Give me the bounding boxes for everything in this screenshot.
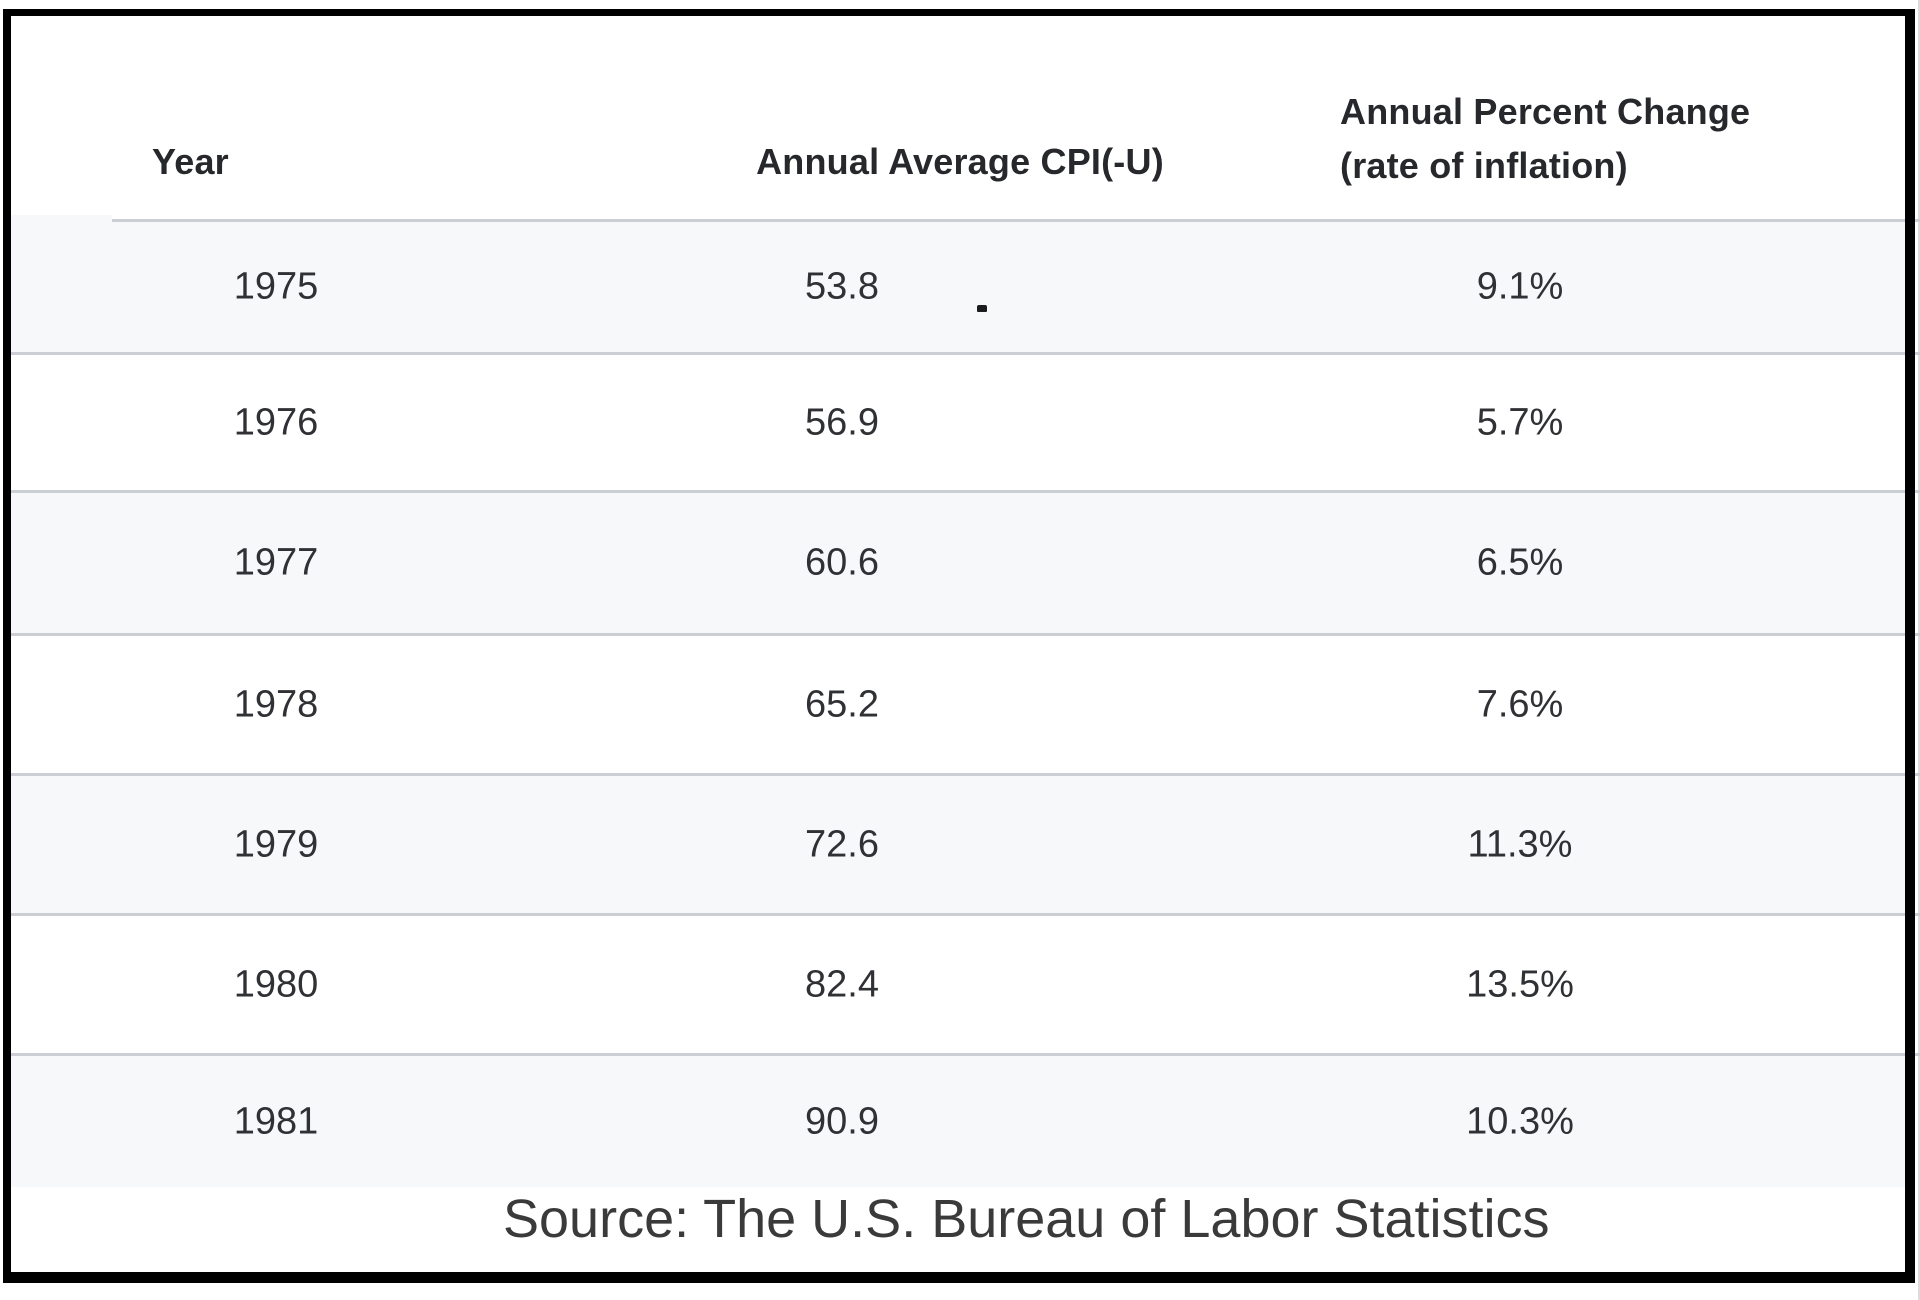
- year-cell: 1978: [233, 683, 319, 725]
- row-stripe: [11, 776, 1905, 913]
- ink-dot-artifact: [977, 305, 987, 312]
- row-divider-line: [11, 490, 1920, 493]
- year-cell: 1977: [233, 541, 319, 584]
- year-cell: 1980: [233, 963, 319, 1005]
- screenshot-edge-line: [1918, 0, 1920, 1300]
- row-divider-line: [11, 352, 1920, 355]
- column-header-percent-change-line2: (rate of inflation): [1340, 145, 1628, 186]
- row-divider-line: [11, 1053, 1920, 1056]
- percent-change-cell: 7.6%: [1476, 683, 1564, 725]
- cpi-value-cell: 53.8: [805, 265, 879, 308]
- cpi-value-cell: 60.6: [805, 541, 879, 584]
- percent-change-cell: 9.1%: [1476, 265, 1564, 308]
- row-divider-line: [11, 773, 1920, 776]
- table-row: 1975 53.8 9.1%: [11, 222, 1905, 352]
- cpi-value-cell: 65.2: [805, 683, 879, 725]
- table-row: 1979 72.6 11.3%: [11, 776, 1905, 913]
- row-divider-line: [11, 913, 1920, 916]
- row-stripe-notch-artifact: [11, 215, 112, 222]
- table-row: 1981 90.9 10.3%: [11, 1056, 1905, 1187]
- row-stripe: [11, 222, 1905, 352]
- column-header-year: Year: [152, 141, 229, 182]
- year-cell: 1975: [233, 265, 319, 308]
- percent-change-cell: 10.3%: [1466, 1100, 1574, 1142]
- column-header-cpi: Annual Average CPI(-U): [756, 141, 1164, 182]
- cpi-value-cell: 82.4: [805, 963, 879, 1005]
- percent-change-cell: 5.7%: [1476, 401, 1564, 443]
- row-stripe: [11, 1056, 1905, 1187]
- percent-change-cell: 6.5%: [1476, 541, 1564, 584]
- cpi-value-cell: 72.6: [805, 823, 879, 865]
- row-divider-line: [11, 633, 1920, 636]
- table-row: 1978 65.2 7.6%: [11, 636, 1905, 773]
- table-row: 1977 60.6 6.5%: [11, 493, 1905, 633]
- source-caption: Source: The U.S. Bureau of Labor Statist…: [503, 1189, 1550, 1249]
- cpi-value-cell: 90.9: [805, 1100, 879, 1142]
- table-row: 1980 82.4 13.5%: [11, 916, 1905, 1053]
- table-row: 1976 56.9 5.7%: [11, 355, 1905, 490]
- row-stripe: [11, 493, 1905, 633]
- cpi-value-cell: 56.9: [805, 401, 879, 443]
- percent-change-cell: 11.3%: [1467, 823, 1573, 865]
- year-cell: 1979: [233, 823, 319, 865]
- year-cell: 1976: [233, 401, 319, 443]
- column-header-percent-change-line1: Annual Percent Change: [1340, 91, 1751, 132]
- header-divider-line: [112, 219, 1920, 222]
- column-header-percent-change: Annual Percent Change (rate of inflation…: [1340, 85, 1750, 193]
- year-cell: 1981: [233, 1100, 319, 1142]
- percent-change-cell: 13.5%: [1466, 963, 1574, 1005]
